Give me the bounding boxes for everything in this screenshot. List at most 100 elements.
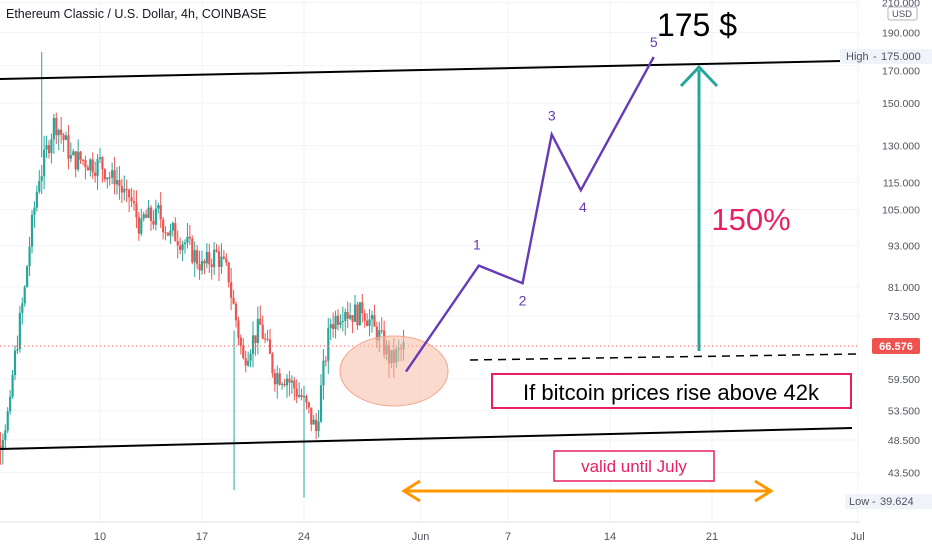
- candle-body: [142, 214, 145, 219]
- candle-body: [344, 312, 347, 321]
- candle-body: [273, 372, 276, 385]
- candle-body: [217, 251, 221, 267]
- candle-body: [334, 315, 337, 330]
- candle-body: [128, 189, 131, 198]
- time-tick-label: 7: [505, 531, 511, 543]
- time-tick-label: Jul: [851, 531, 865, 543]
- candle-body: [101, 157, 104, 170]
- candle-body: [79, 151, 82, 160]
- candle-body: [69, 155, 72, 159]
- wave-labels: 1 2 3 4 5: [473, 34, 658, 308]
- time-range-arrow: [401, 479, 774, 503]
- candle-body: [264, 338, 267, 340]
- candle-body: [196, 250, 199, 265]
- candle-body: [191, 238, 194, 263]
- candle-body: [368, 319, 371, 326]
- candle-body: [242, 345, 245, 359]
- svg-text:-: -: [873, 51, 877, 63]
- price-tick-label: 190.000: [882, 27, 920, 39]
- candle-body: [91, 159, 94, 173]
- wave-label: 1: [473, 237, 481, 253]
- candle-body: [285, 378, 289, 386]
- candle-body: [77, 151, 80, 170]
- low-label: Low: [849, 496, 869, 508]
- candle-body: [358, 302, 361, 326]
- candle-body: [166, 232, 170, 236]
- price-tick-label: 93.000: [888, 241, 920, 253]
- candle-body: [181, 244, 184, 250]
- price-tick-label: 130.000: [882, 141, 920, 153]
- price-tick-label: 150.000: [882, 98, 920, 110]
- candle-body: [363, 313, 366, 321]
- candle-body: [366, 320, 369, 326]
- candle-body: [220, 256, 223, 267]
- candle-body: [103, 169, 106, 180]
- candle-body: [259, 318, 262, 325]
- price-tick-label: 81.000: [888, 282, 920, 294]
- candle-body: [174, 223, 177, 242]
- price-tick-label: 59.500: [888, 374, 920, 386]
- time-tick-label: 14: [604, 531, 616, 543]
- candle-body: [293, 380, 296, 389]
- candle-body: [200, 261, 204, 271]
- currency-badge: USD: [887, 6, 918, 21]
- wave-label: 3: [548, 107, 556, 123]
- time-tick-label: Jun: [412, 531, 430, 543]
- candle-body: [244, 358, 247, 366]
- candle-body: [327, 328, 330, 361]
- candle-body: [72, 151, 75, 156]
- wave-label: 5: [650, 34, 658, 50]
- candle-body: [179, 245, 182, 250]
- candle-body: [339, 321, 342, 325]
- candle-body: [215, 249, 218, 252]
- price-axis[interactable]: 210.000 190.000 150.000 130.000 115.000 105.0…: [882, 0, 920, 479]
- candle-body: [370, 315, 374, 320]
- candle-body: [353, 304, 357, 322]
- candle-body: [310, 407, 313, 425]
- candle-body: [271, 353, 274, 373]
- target-price-text: 175 $: [657, 7, 737, 43]
- price-tick-label: 115.000: [883, 177, 920, 189]
- price-tick-label: 48.500: [888, 435, 920, 447]
- time-axis[interactable]: 10 17 24 Jun 7 14 21 Jul: [0, 521, 865, 543]
- chart-title: Ethereum Classic / U.S. Dollar, 4h, COIN…: [6, 7, 267, 21]
- candle-body: [43, 149, 46, 177]
- candle-body: [106, 177, 109, 180]
- candle-body: [86, 167, 89, 171]
- candle-body: [38, 180, 41, 192]
- candle-body: [198, 264, 201, 271]
- candle-body: [45, 145, 48, 150]
- candle-body: [239, 337, 242, 346]
- low-value: 39.624: [880, 496, 914, 508]
- candle-body: [140, 218, 143, 234]
- time-tick-label: 21: [706, 531, 718, 543]
- candle-body: [149, 207, 153, 221]
- candle-body: [94, 172, 97, 176]
- time-tick-label: 17: [196, 531, 208, 543]
- candle-body: [356, 304, 359, 326]
- last-price-value: 66.576: [879, 341, 913, 353]
- candle-body: [50, 139, 53, 154]
- last-price-badge: 66.576: [872, 338, 920, 354]
- candle-body: [268, 339, 272, 354]
- price-tick-label: 53.500: [888, 406, 920, 418]
- candle-body: [125, 188, 128, 190]
- validity-text: valid until July: [581, 457, 687, 476]
- candle-body: [169, 230, 172, 236]
- candle-body: [247, 360, 250, 366]
- candle-body: [33, 207, 36, 215]
- candle-body: [130, 197, 133, 202]
- candle-body: [123, 188, 126, 193]
- candle-body: [98, 157, 102, 160]
- candle-body: [152, 220, 155, 225]
- candle-body: [171, 223, 174, 231]
- candle-body: [237, 320, 240, 338]
- candle-body: [57, 129, 60, 136]
- candle-body: [300, 394, 303, 398]
- time-tick-label: 10: [94, 531, 106, 543]
- candle-body: [30, 214, 34, 247]
- candle-body: [154, 208, 157, 225]
- candle-body: [55, 117, 58, 136]
- candle-body: [254, 335, 257, 343]
